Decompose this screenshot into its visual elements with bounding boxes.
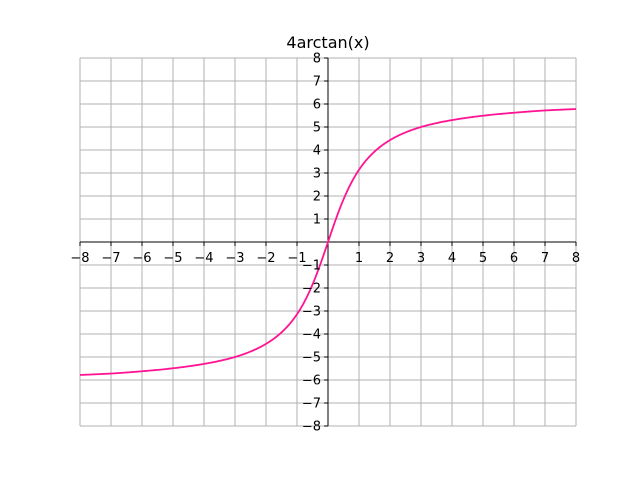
y-tick-label: 2 xyxy=(313,190,321,205)
series-line-0 xyxy=(79,108,577,376)
x-tick-label: −7 xyxy=(101,251,120,266)
x-tick-label: −1 xyxy=(287,251,306,266)
y-tick-label: 6 xyxy=(313,98,321,113)
x-tick-label: 4 xyxy=(448,251,456,266)
x-tick-label: −2 xyxy=(256,251,275,266)
x-tick-label: 8 xyxy=(572,251,580,266)
x-tick-label: 7 xyxy=(541,251,549,266)
y-tick-label: 4 xyxy=(313,144,321,159)
x-tick-label: 2 xyxy=(386,251,394,266)
y-tick-label: −8 xyxy=(302,420,321,435)
y-tick-label: −1 xyxy=(302,259,321,274)
y-tick-label: 3 xyxy=(313,167,321,182)
y-tick-label: 1 xyxy=(313,213,321,228)
x-tick-label: 6 xyxy=(510,251,518,266)
x-tick-label: −3 xyxy=(225,251,244,266)
x-tick-label: −8 xyxy=(70,251,89,266)
series-layer xyxy=(79,108,577,376)
y-tick-label: 7 xyxy=(313,75,321,90)
x-tick-label: 1 xyxy=(355,251,363,266)
x-tick-label: −6 xyxy=(132,251,151,266)
x-tick-label: −4 xyxy=(194,251,213,266)
y-tick-label: −3 xyxy=(302,305,321,320)
y-tick-label: −7 xyxy=(302,397,321,412)
x-tick-label: −5 xyxy=(163,251,182,266)
x-tick-label: 5 xyxy=(479,251,487,266)
y-tick-label: 5 xyxy=(313,121,321,136)
x-tick-label: 3 xyxy=(417,251,425,266)
y-tick-label: −2 xyxy=(302,282,321,297)
y-tick-label: −6 xyxy=(302,374,321,389)
y-tick-label: −5 xyxy=(302,351,321,366)
tick-labels: −8 −7 −6 −5 −4 −3 −2 −1 1 2 3 4 5 6 7 8 −8 −7 −6 −5 −4 −3 −2 −1… xyxy=(70,52,580,435)
y-tick-label: −4 xyxy=(302,328,321,343)
chart-title: 4arctan(x) xyxy=(286,33,369,52)
y-tick-label: 8 xyxy=(313,52,321,67)
